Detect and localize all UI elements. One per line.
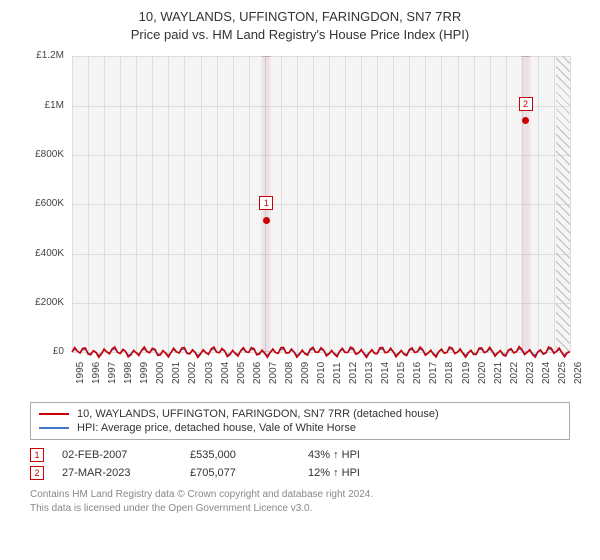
transaction-row-marker: 2	[30, 466, 44, 480]
transaction-vs-hpi: 43% ↑ HPI	[308, 449, 408, 461]
transaction-vs-hpi: 12% ↑ HPI	[308, 467, 408, 479]
legend-row: 10, WAYLANDS, UFFINGTON, FARINGDON, SN7 …	[39, 407, 561, 421]
legend-swatch	[39, 413, 69, 415]
transactions-list: 1 02-FEB-2007 £535,000 43% ↑ HPI 2 27-MAR-202…	[30, 446, 570, 482]
transaction-marker-dot	[522, 117, 529, 124]
footnote-line-1: Contains HM Land Registry data © Crown c…	[30, 488, 570, 502]
transaction-row-marker: 1	[30, 448, 44, 462]
transaction-row: 2 27-MAR-2023 £705,077 12% ↑ HPI	[30, 464, 570, 482]
price-chart: £0£200K£400K£600K£800K£1M£1.2M1995199619…	[20, 48, 580, 398]
property-line	[72, 347, 570, 358]
transaction-price: £535,000	[190, 449, 290, 461]
transaction-marker-box: 2	[519, 97, 533, 111]
transaction-row: 1 02-FEB-2007 £535,000 43% ↑ HPI	[30, 446, 570, 464]
chart-titles: 10, WAYLANDS, UFFINGTON, FARINGDON, SN7 …	[0, 0, 600, 44]
legend-row: HPI: Average price, detached house, Vale…	[39, 421, 561, 435]
transaction-price: £705,077	[190, 467, 290, 479]
legend: 10, WAYLANDS, UFFINGTON, FARINGDON, SN7 …	[30, 402, 570, 440]
series-svg	[20, 48, 580, 398]
transaction-date: 02-FEB-2007	[62, 449, 172, 461]
title-line-2: Price paid vs. HM Land Registry's House …	[0, 26, 600, 44]
transaction-date: 27-MAR-2023	[62, 467, 172, 479]
footnote-line-2: This data is licensed under the Open Gov…	[30, 502, 570, 516]
transaction-marker-dot	[263, 217, 270, 224]
title-line-1: 10, WAYLANDS, UFFINGTON, FARINGDON, SN7 …	[0, 8, 600, 26]
transaction-marker-box: 1	[259, 196, 273, 210]
legend-label: 10, WAYLANDS, UFFINGTON, FARINGDON, SN7 …	[77, 408, 439, 420]
footnote: Contains HM Land Registry data © Crown c…	[30, 488, 570, 515]
legend-label: HPI: Average price, detached house, Vale…	[77, 422, 356, 434]
legend-swatch	[39, 427, 69, 429]
